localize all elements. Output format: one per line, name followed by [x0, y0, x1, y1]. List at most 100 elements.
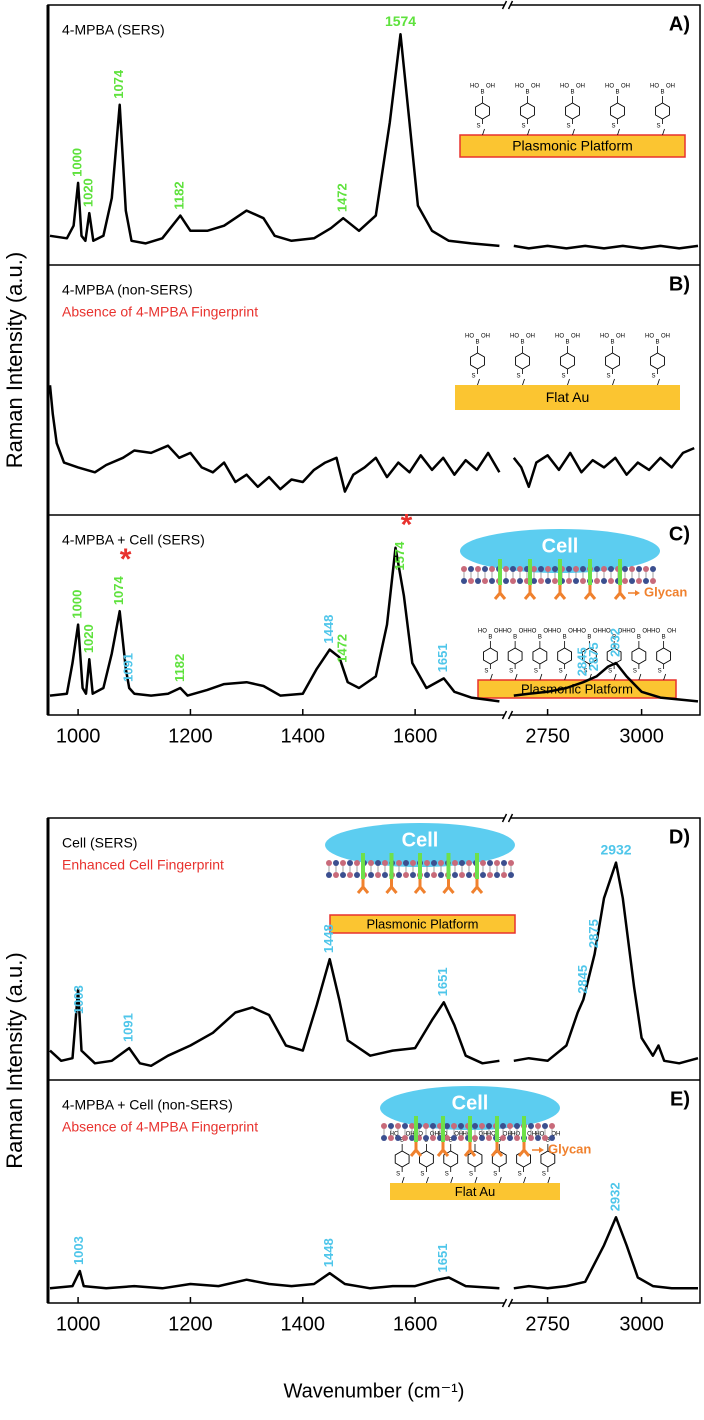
lipid-head: [431, 860, 437, 866]
axis-break-mark: [507, 813, 514, 823]
lipid-head: [650, 578, 656, 584]
lipid-head: [535, 1135, 541, 1141]
lipid-head: [486, 1135, 492, 1141]
molecule-atom: HO: [511, 1132, 520, 1138]
lipid-head: [510, 578, 516, 584]
lipid-head: [636, 578, 642, 584]
membrane-protein: [475, 853, 479, 879]
bond: [638, 673, 642, 681]
cell: [380, 1086, 560, 1130]
lipid-head: [514, 1123, 520, 1129]
platform-label: Plasmonic Platform: [367, 916, 479, 931]
bond: [662, 128, 665, 136]
peak-label: 1651: [435, 643, 450, 672]
lipid-head: [347, 860, 353, 866]
figure-frame: [47, 4, 701, 716]
peak-label: 1182: [172, 654, 187, 682]
lipid-head: [594, 566, 600, 572]
platform: [329, 914, 516, 934]
molecule-atom: HO: [600, 334, 609, 340]
lipid-head: [487, 872, 493, 878]
lipid-head: [580, 578, 586, 584]
molecule-atom: OH: [479, 1132, 488, 1138]
axis-break-mark: [501, 0, 508, 10]
membrane-protein: [468, 1116, 472, 1142]
lipid-head: [608, 578, 614, 584]
peak-label: 1448: [321, 615, 336, 644]
molecule-atom: OH: [661, 334, 670, 340]
axis-break-mark: [501, 1298, 508, 1308]
lipid-head: [535, 1123, 541, 1129]
lipid-head: [601, 566, 607, 572]
molecule-atom: HO: [645, 334, 654, 340]
benzene-ring: [565, 102, 580, 120]
membrane-protein: [588, 559, 592, 585]
molecule-atom: OH: [616, 334, 625, 340]
lipid-head: [409, 1123, 415, 1129]
x-tick-label: 1200: [168, 725, 213, 747]
platform-label: Flat Au: [455, 1184, 495, 1199]
x-tick-label: 1400: [281, 1313, 326, 1335]
lipid-head: [381, 1123, 387, 1129]
lipid-head: [479, 1123, 485, 1129]
lipid-head: [489, 578, 495, 584]
molecule-atom: S: [484, 669, 488, 675]
panel-title: 4-MPBA (non-SERS): [62, 282, 193, 298]
molecule-atom: B: [497, 1138, 501, 1144]
molecule-atom: S: [658, 669, 662, 675]
molecule-atom: HO: [650, 84, 659, 90]
lipid-head: [444, 1123, 450, 1129]
molecule-atom: HO: [602, 629, 611, 635]
molecule-atom: OH: [642, 629, 651, 635]
molecule-atom: B: [662, 635, 666, 641]
spectrum-line: [48, 385, 695, 493]
molecule-atom: S: [396, 1172, 400, 1178]
lipid-head: [489, 566, 495, 572]
molecule-atom: S: [521, 124, 525, 130]
bond: [426, 1176, 429, 1184]
molecule: S BHO OH: [577, 629, 602, 681]
glycan: [436, 1142, 450, 1157]
molecule-atom: OH: [551, 1132, 560, 1138]
bond: [564, 673, 568, 681]
lipid-head: [487, 860, 493, 866]
molecule-atom: HO: [470, 84, 479, 90]
molecule-atom: B: [475, 340, 479, 346]
benzene-ring: [482, 647, 498, 665]
spectrum-line: [49, 861, 699, 1068]
lipid-head: [368, 872, 374, 878]
molecule: S BHO OH: [515, 84, 540, 136]
glycan: [463, 1142, 477, 1157]
benzene-ring: [557, 647, 573, 665]
bond: [498, 1176, 502, 1184]
lipid-head: [423, 1135, 429, 1141]
lipid-head: [375, 860, 381, 866]
molecule-atom: B: [525, 90, 529, 96]
lipid-head: [468, 566, 474, 572]
bond: [612, 378, 615, 386]
molecule-atom: OH: [454, 1132, 463, 1138]
lipid-head: [549, 1135, 555, 1141]
molecule-atom: HO: [463, 1132, 472, 1138]
molecule-atom: S: [611, 124, 615, 130]
lipid-head: [517, 578, 523, 584]
molecule: S BHO OH: [645, 334, 670, 386]
glycan: [523, 585, 537, 600]
molecule-atom: S: [651, 374, 655, 380]
molecule-atom: B: [546, 1138, 550, 1144]
bond: [523, 1176, 526, 1184]
membrane-protein: [446, 853, 451, 879]
y-axis-label: Raman Intensity (a.u.): [2, 252, 27, 468]
lipid-head: [438, 860, 444, 866]
panel-title: 4-MPBA + Cell (SERS): [62, 532, 205, 548]
lipid-head: [480, 860, 486, 866]
lipid-head: [510, 566, 516, 572]
molecule-atom: OH: [406, 1132, 415, 1138]
molecule-atom: HO: [390, 1132, 399, 1138]
lipid-head: [503, 578, 509, 584]
molecule-atom: S: [516, 374, 520, 380]
lipid-head: [650, 566, 656, 572]
panel-title: 4-MPBA (SERS): [62, 22, 165, 38]
glycan: [493, 585, 507, 600]
lipid-head: [430, 1123, 436, 1129]
